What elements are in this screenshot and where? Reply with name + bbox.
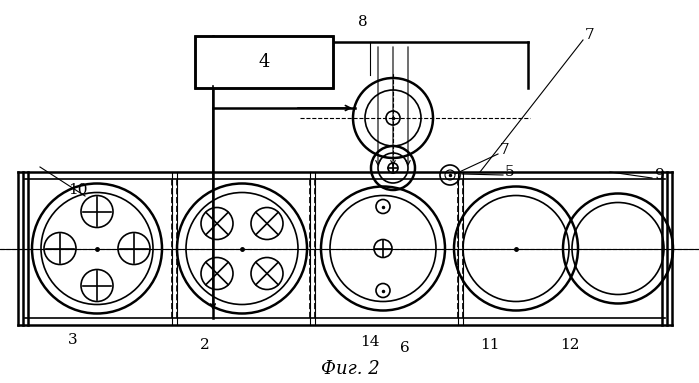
Text: 9: 9 [655, 168, 665, 182]
Text: Фиг. 2: Фиг. 2 [321, 360, 380, 378]
Text: 10: 10 [69, 183, 88, 197]
Bar [195, 36, 333, 88]
Text: 4: 4 [259, 53, 270, 71]
Bar [195, 36, 333, 88]
Text: 14: 14 [360, 335, 380, 349]
Text: 11: 11 [480, 338, 500, 352]
Text: 8: 8 [358, 15, 368, 29]
Text: 6: 6 [400, 341, 410, 355]
Text: 7: 7 [500, 143, 510, 157]
Text: 12: 12 [561, 338, 579, 352]
Text: 5: 5 [505, 165, 514, 179]
Text: 2: 2 [200, 338, 210, 352]
Text: 7: 7 [585, 28, 595, 42]
Text: 3: 3 [69, 333, 78, 347]
